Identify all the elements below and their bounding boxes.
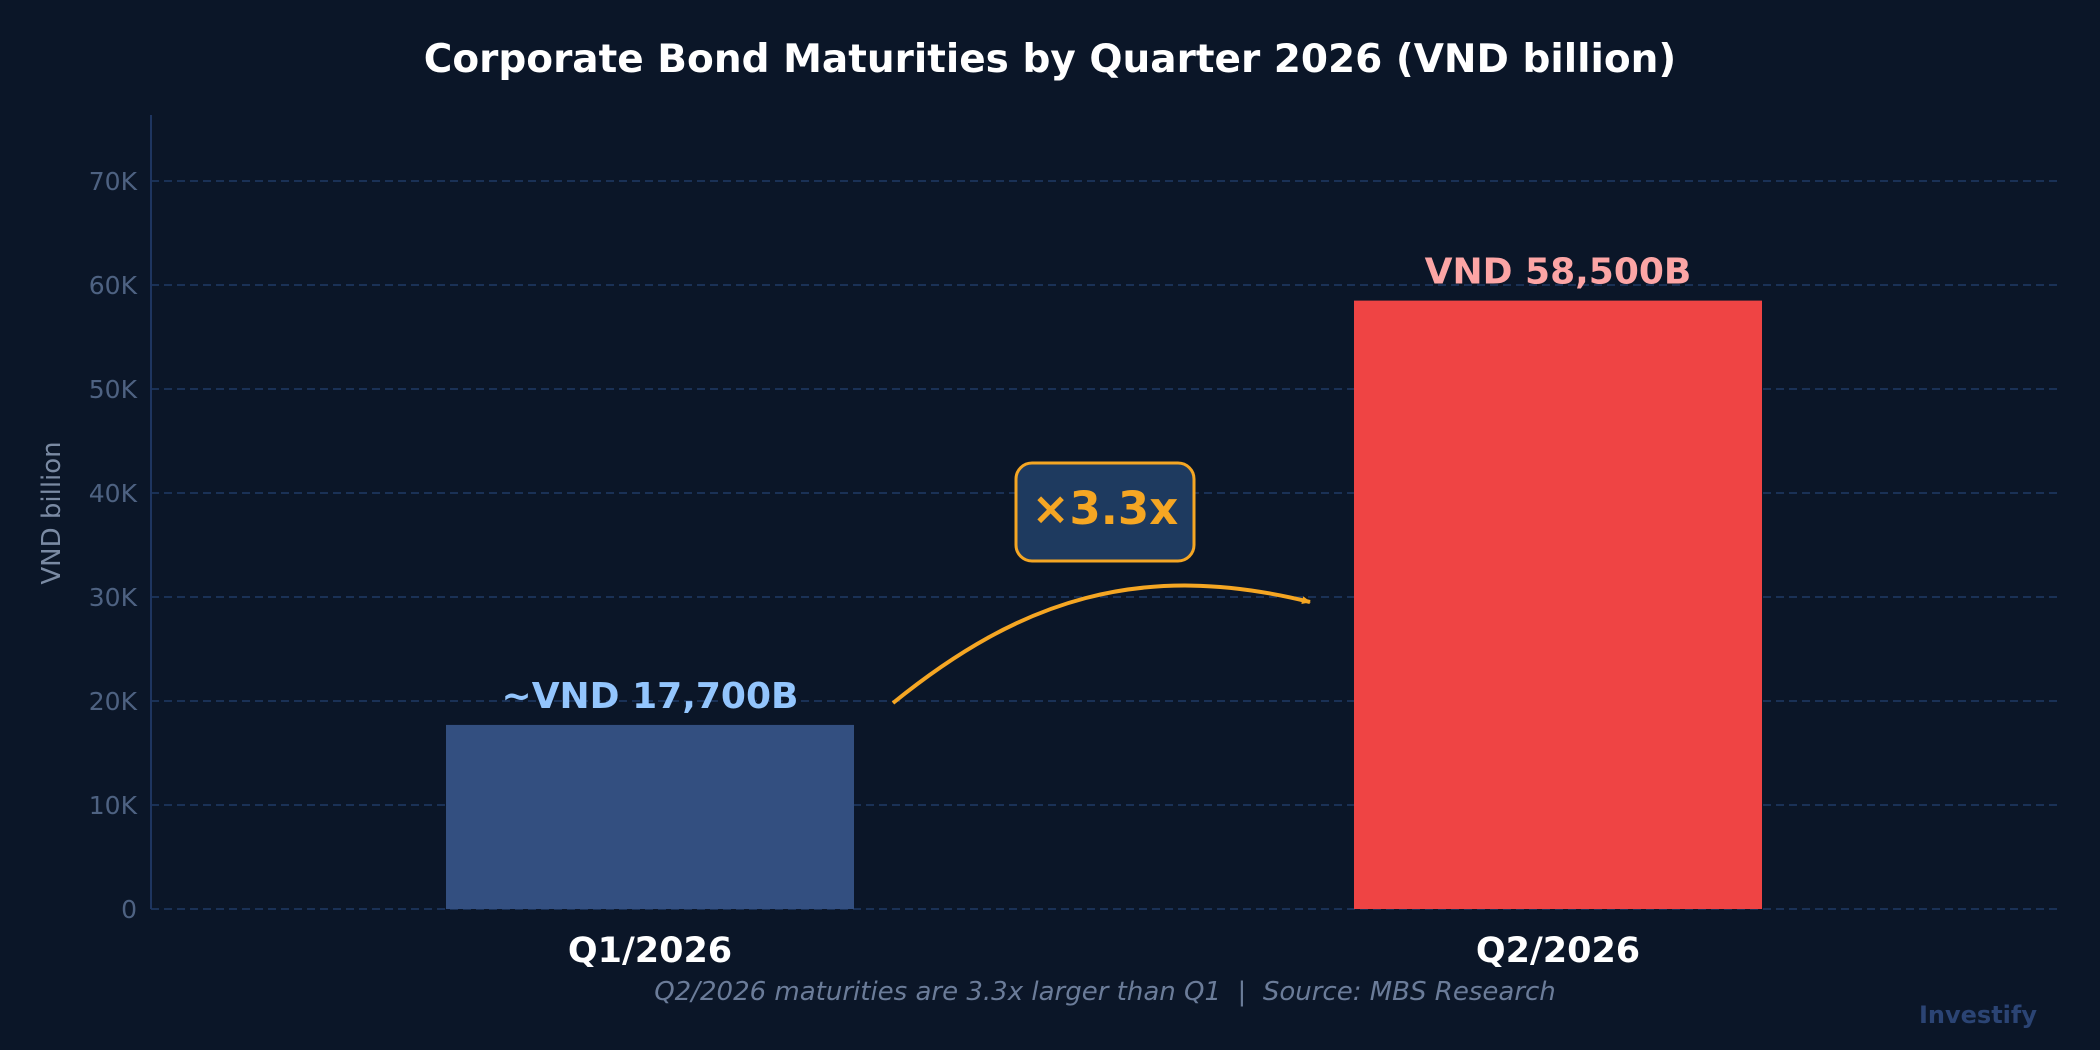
y-tick-label: 10K xyxy=(89,791,138,820)
bar-q1-2026 xyxy=(446,724,854,909)
value-labels: ~VND 17,700B VND 58,500B xyxy=(502,252,1692,717)
value-label: ~VND 17,700B xyxy=(502,676,799,717)
category-label: Q1/2026 xyxy=(568,931,732,971)
growth-arrow xyxy=(891,583,1311,705)
y-axis-label: VND billion xyxy=(37,441,67,584)
y-tick-label: 20K xyxy=(89,687,138,716)
footnote: Q2/2026 maturities are 3.3x larger than … xyxy=(654,977,1556,1007)
multiplier-label: ×3.3x xyxy=(1032,482,1178,535)
y-tick-label: 40K xyxy=(89,479,138,508)
y-tick-label: 60K xyxy=(89,271,138,300)
brand-watermark: Investify xyxy=(1919,1001,2037,1029)
y-tick-label: 0 xyxy=(121,895,137,924)
category-labels: Q1/2026 Q2/2026 xyxy=(568,931,1640,971)
bar-q2-2026 xyxy=(1354,300,1762,910)
y-tick-labels: 0 10K 20K 30K 40K 50K 60K 70K xyxy=(89,167,138,924)
y-tick-label: 50K xyxy=(89,375,138,404)
y-tick-label: 70K xyxy=(89,167,138,196)
multiplier-badge xyxy=(1014,461,1196,563)
y-tick-label: 30K xyxy=(89,583,138,612)
category-label: Q2/2026 xyxy=(1476,931,1640,971)
value-label: VND 58,500B xyxy=(1425,252,1692,293)
chart-title: Corporate Bond Maturities by Quarter 202… xyxy=(424,37,1677,82)
bars xyxy=(446,300,1762,910)
